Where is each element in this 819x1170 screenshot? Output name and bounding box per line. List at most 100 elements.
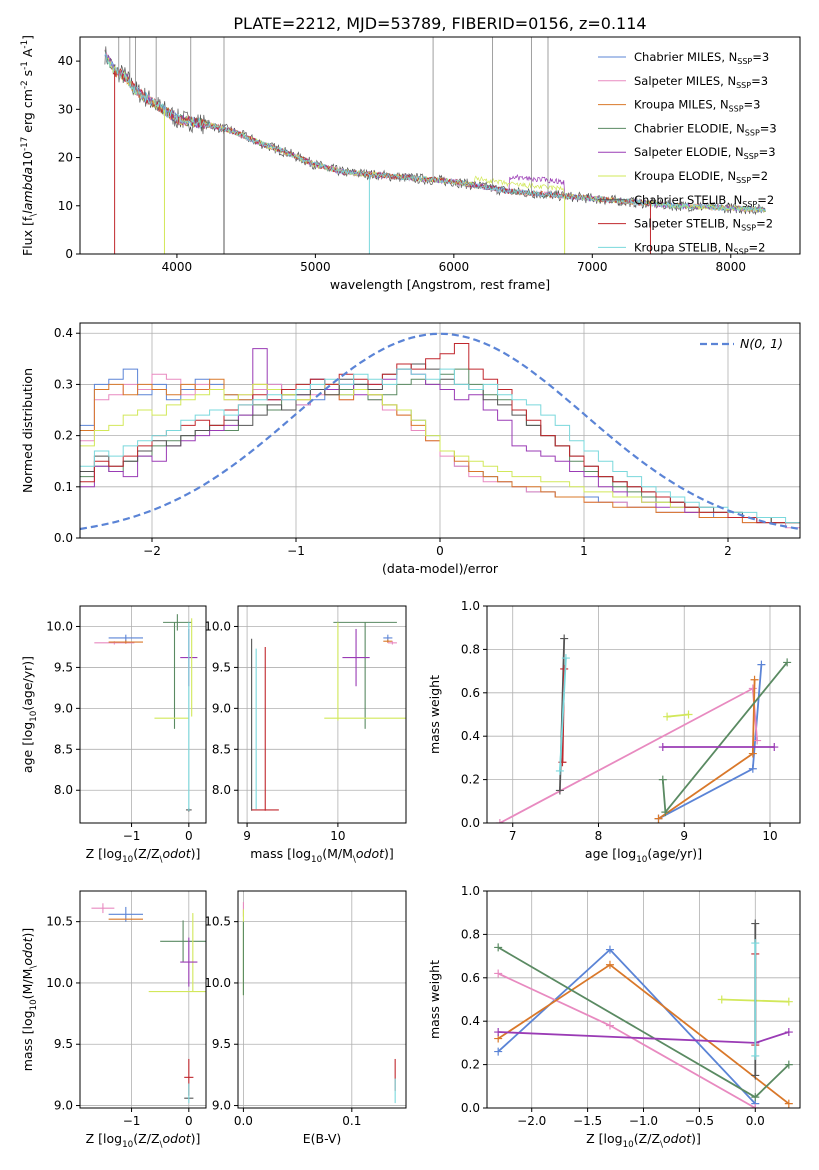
plus-marker [605,960,614,969]
y-tick-label: 10.5 [204,915,231,929]
histogram-step-5 [80,383,800,524]
x-tick-label: 5000 [300,260,331,274]
label-fragment: m [20,89,35,101]
label-fragment: Z [151,1131,160,1146]
label-fragment: a [20,1051,35,1059]
label-fragment: g [427,688,442,696]
x-axis-label: Z [log10​(Z/Z\​odot)] [86,1131,201,1150]
label-fragment: a [340,277,348,292]
axes-frame [79,605,207,824]
mass-weight-line-3 [661,661,788,815]
y-tick-label: 20 [58,151,73,165]
mass-weight-vs-age-panel: 7 8 9 10 0.0 0.2 0.4 0.6 0.8 1.0 age [log10​(age/y… [427,599,801,865]
label-fragment: ( [647,846,652,861]
y-tick-label: 0.6 [461,686,480,700]
y-tick-label: 0.2 [461,773,480,787]
label-fragment: r [493,561,499,576]
label-fragment: o [20,730,35,738]
y-axis-label: mass weight [427,960,442,1039]
label-fragment: e [20,682,35,690]
label-fragment: t [20,387,35,392]
y-axis-label: Flux [f\​lambda10-17​ erg cm-2​ s-1​ A-1… [20,35,39,256]
label-fragment: t [443,277,448,292]
label-fragment: w [427,707,442,717]
plus-marker [717,995,726,1004]
label-fragment: l [20,1026,35,1029]
plus-marker [494,1028,503,1037]
label-fragment: t [20,416,35,421]
error-point-8 [342,628,370,687]
label-fragment: o [20,376,35,384]
label-fragment: g [427,973,442,981]
label-fragment: l [604,1131,607,1146]
label-fragment: f [20,216,35,221]
label-fragment: a [427,1019,442,1027]
plus-marker [561,654,570,663]
label-fragment: o [107,1131,115,1146]
plot-area [94,614,198,812]
label-fragment: d [20,443,35,451]
label-fragment: r [513,277,519,292]
y-tick-label: 0.1 [54,480,73,494]
label-fragment: o [371,846,379,861]
label-fragment: ) [384,846,389,861]
label-fragment: g [20,722,35,730]
label-fragment: o [485,561,493,576]
label-fragment: B [315,1131,324,1146]
y-tick-label: 0.6 [461,971,480,985]
y-tick-label: 30 [58,102,73,116]
label-fragment: s [20,1038,35,1045]
label-fragment: n [374,277,382,292]
legend-label: Chabrier MILES, NSSP=3 [634,50,769,66]
label-fragment: o [20,476,35,484]
plus-marker [751,939,760,948]
spectrum-line-8 [104,53,766,213]
label-fragment: ] [696,1131,701,1146]
x-axis-label: (data-model)/error [382,561,499,576]
legend-label: Kroupa STELIB, NSSP=2 [634,240,765,256]
plus-marker [654,814,663,823]
label-fragment: ] [20,35,35,40]
label-fragment: Z [639,1131,648,1146]
label-fragment: e [447,561,455,576]
error-point-3 [163,614,192,631]
label-fragment: M [20,969,35,980]
legend-label-sub: SSP [737,57,752,66]
plus-marker [751,919,760,928]
label-fragment: d [364,846,372,861]
label-fragment: ) [20,933,35,938]
label-fragment: h [427,680,442,688]
y-tick-label: 0.8 [461,927,480,941]
label-fragment: o [107,846,115,861]
plus-marker [663,712,672,721]
label-fragment: m [427,742,442,754]
legend-label-tail: =3 [752,50,769,64]
label-fragment: [ [599,1131,604,1146]
label-fragment: / [676,846,681,861]
label-fragment: a [407,561,415,576]
label-fragment: y [20,670,35,678]
label-fragment: s [20,421,35,428]
label-fragment: m [20,459,35,471]
label-fragment: d [20,431,35,439]
label-fragment: / [338,846,343,861]
label-fragment: a [20,203,35,211]
plus-marker [751,1104,760,1108]
y-tick-label: 10.0 [46,976,73,990]
x-tick-label: 9 [243,829,251,843]
x-tick-label: 0 [436,544,444,558]
label-fragment: N [20,484,35,493]
label-fragment: M [342,846,353,861]
label-fragment: 0 [20,151,35,159]
legend-label-main: Salpeter MILES, N [634,74,736,88]
legend-label-tail: =3 [759,145,776,159]
mass-weight-line-1 [499,687,758,823]
legend-label-main: Kroupa ELODIE, N [634,169,736,183]
label-fragment: v [348,277,356,292]
x-axis-label: age [log10​(age/yr)] [585,846,702,865]
label-fragment: a [262,846,270,861]
label-fragment: r [480,277,486,292]
label-fragment: l [20,245,35,248]
label-fragment: b [20,400,35,408]
plus-marker [783,658,792,667]
